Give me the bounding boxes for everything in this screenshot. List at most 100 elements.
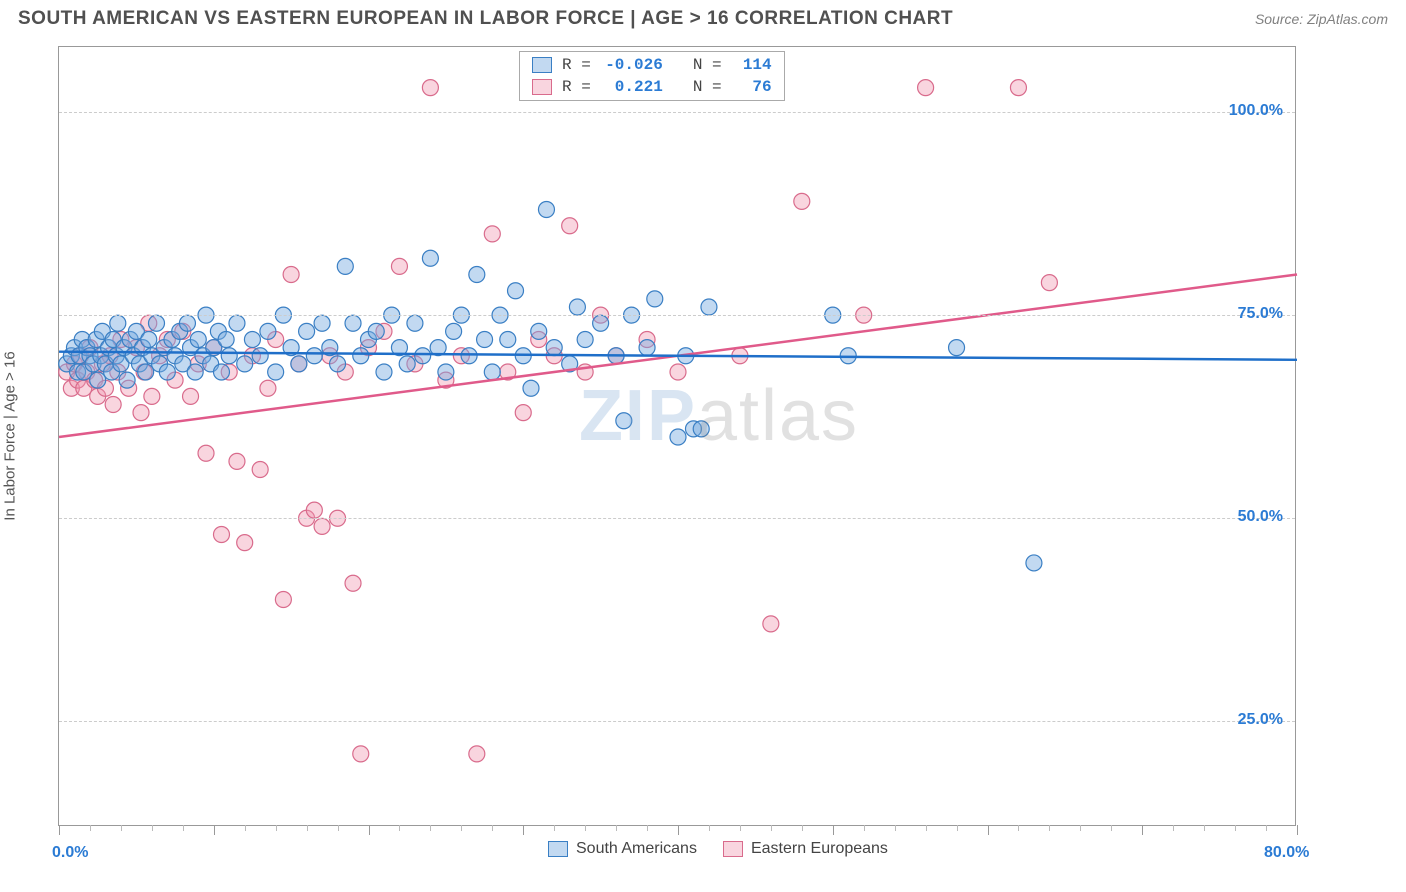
y-tick-label: 75.0% <box>1238 305 1283 323</box>
point-blue <box>345 315 361 331</box>
x-tick-minor <box>1049 825 1050 831</box>
stats-legend: R =-0.026N =114R =0.221N =76 <box>519 51 785 101</box>
x-tick-minor <box>647 825 648 831</box>
point-blue <box>268 364 284 380</box>
x-tick-major <box>678 825 679 835</box>
x-tick-minor <box>121 825 122 831</box>
point-blue <box>461 348 477 364</box>
n-value: 76 <box>732 78 772 96</box>
point-pink <box>422 80 438 96</box>
x-tick-minor <box>492 825 493 831</box>
x-tick-major <box>1142 825 1143 835</box>
point-blue <box>299 323 315 339</box>
x-tick-minor <box>152 825 153 831</box>
point-blue <box>237 356 253 372</box>
swatch-blue <box>548 841 568 857</box>
point-blue <box>469 267 485 283</box>
point-blue <box>221 348 237 364</box>
point-pink <box>237 535 253 551</box>
point-blue <box>647 291 663 307</box>
point-pink <box>213 527 229 543</box>
point-blue <box>523 380 539 396</box>
stats-row-pink: R =0.221N =76 <box>520 76 784 98</box>
point-pink <box>794 193 810 209</box>
point-pink <box>353 746 369 762</box>
point-blue <box>159 364 175 380</box>
x-tick-major <box>59 825 60 835</box>
point-blue <box>438 364 454 380</box>
point-pink <box>515 405 531 421</box>
x-tick-minor <box>1080 825 1081 831</box>
point-blue <box>291 356 307 372</box>
point-pink <box>229 453 245 469</box>
r-value: -0.026 <box>601 56 663 74</box>
x-tick-minor <box>771 825 772 831</box>
n-label: N = <box>693 78 722 96</box>
point-blue <box>179 315 195 331</box>
point-blue <box>260 323 276 339</box>
swatch-pink <box>723 841 743 857</box>
point-pink <box>391 258 407 274</box>
x-min-label: 0.0% <box>52 844 88 862</box>
gridline <box>59 518 1295 519</box>
x-tick-major <box>369 825 370 835</box>
source-attribution: Source: ZipAtlas.com <box>1255 11 1388 27</box>
swatch-pink <box>532 79 552 95</box>
x-tick-minor <box>430 825 431 831</box>
chart-title: SOUTH AMERICAN VS EASTERN EUROPEAN IN LA… <box>18 8 953 30</box>
gridline <box>59 112 1295 113</box>
point-blue <box>422 250 438 266</box>
x-tick-minor <box>399 825 400 831</box>
point-pink <box>133 405 149 421</box>
point-pink <box>260 380 276 396</box>
point-pink <box>283 267 299 283</box>
x-tick-minor <box>864 825 865 831</box>
point-blue <box>407 315 423 331</box>
series-legend: South AmericansEastern Europeans <box>548 840 888 858</box>
x-tick-minor <box>183 825 184 831</box>
point-blue <box>616 413 632 429</box>
point-pink <box>183 388 199 404</box>
y-tick-label: 25.0% <box>1238 711 1283 729</box>
point-blue <box>148 315 164 331</box>
point-pink <box>275 592 291 608</box>
plot-svg <box>59 47 1295 825</box>
title-bar: SOUTH AMERICAN VS EASTERN EUROPEAN IN LA… <box>18 8 1388 30</box>
point-blue <box>446 323 462 339</box>
x-tick-minor <box>926 825 927 831</box>
point-pink <box>469 746 485 762</box>
point-blue <box>538 202 554 218</box>
point-pink <box>1010 80 1026 96</box>
point-blue <box>508 283 524 299</box>
point-pink <box>763 616 779 632</box>
x-tick-minor <box>245 825 246 831</box>
point-blue <box>376 364 392 380</box>
stats-row-blue: R =-0.026N =114 <box>520 54 784 76</box>
x-tick-major <box>988 825 989 835</box>
point-blue <box>190 332 206 348</box>
x-tick-minor <box>1266 825 1267 831</box>
x-tick-minor <box>90 825 91 831</box>
x-tick-minor <box>1018 825 1019 831</box>
point-pink <box>198 445 214 461</box>
x-tick-minor <box>1204 825 1205 831</box>
point-blue <box>368 323 384 339</box>
x-tick-minor <box>740 825 741 831</box>
point-pink <box>144 388 160 404</box>
point-blue <box>306 348 322 364</box>
x-tick-minor <box>957 825 958 831</box>
plot-area: ZIPatlas R =-0.026N =114R =0.221N =76 25… <box>58 46 1296 826</box>
point-blue <box>546 340 562 356</box>
r-value: 0.221 <box>601 78 663 96</box>
point-blue <box>141 332 157 348</box>
x-tick-minor <box>1111 825 1112 831</box>
swatch-blue <box>532 57 552 73</box>
point-blue <box>330 356 346 372</box>
x-tick-minor <box>276 825 277 831</box>
x-tick-minor <box>1235 825 1236 831</box>
point-blue <box>218 332 234 348</box>
x-tick-minor <box>895 825 896 831</box>
point-blue <box>138 364 154 380</box>
point-blue <box>701 299 717 315</box>
point-pink <box>670 364 686 380</box>
